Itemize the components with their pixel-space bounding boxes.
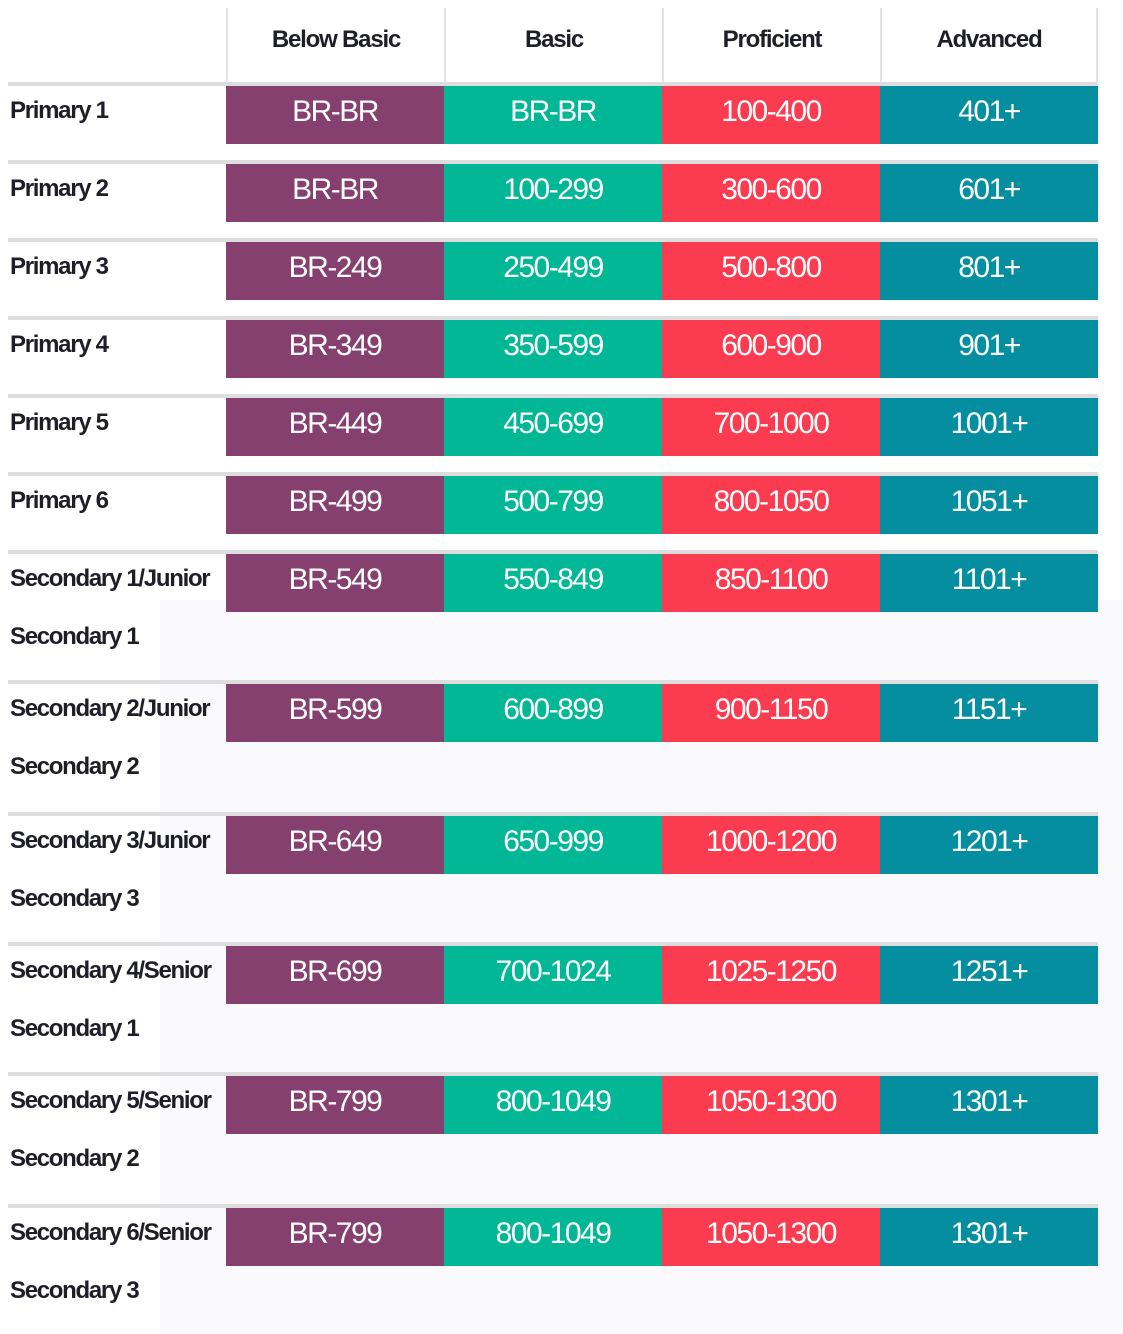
grade-label: Secondary 1/Junior Secondary 1 (10, 565, 211, 650)
row-divider (8, 160, 1098, 164)
row-divider (8, 812, 1098, 816)
lexile-bands: BR-799 800-1049 1050-1300 1301+ (226, 1076, 1098, 1134)
band-proficient: 500-800 (662, 242, 880, 300)
row-divider (8, 472, 1098, 476)
band-basic: 650-999 (444, 816, 662, 874)
table-header: Below Basic Basic Proficient Advanced (226, 8, 1098, 82)
band-below-basic: BR-799 (226, 1208, 444, 1266)
grade-label: Secondary 4/Senior Secondary 1 (10, 957, 212, 1042)
grade-label: Secondary 6/Senior Secondary 3 (10, 1219, 212, 1304)
band-below-basic: BR-499 (226, 476, 444, 534)
lexile-bands: BR-599 600-899 900-1150 1151+ (226, 684, 1098, 742)
grade-label: Primary 5 (10, 409, 109, 436)
grade-label: Secondary 5/Senior Secondary 2 (10, 1087, 212, 1172)
band-basic: BR-BR (444, 86, 662, 144)
band-basic: 100-299 (444, 164, 662, 222)
grade-label: Primary 6 (10, 487, 109, 514)
row-divider (8, 942, 1098, 946)
band-proficient: 600-900 (662, 320, 880, 378)
band-below-basic: BR-449 (226, 398, 444, 456)
grade-label: Secondary 2/Junior Secondary 2 (10, 695, 211, 780)
header-basic: Basic (444, 8, 662, 82)
lexile-bands: BR-BR 100-299 300-600 601+ (226, 164, 1098, 222)
band-advanced: 1101+ (880, 554, 1098, 612)
band-below-basic: BR-249 (226, 242, 444, 300)
band-proficient: 1050-1300 (662, 1208, 880, 1266)
band-proficient: 800-1050 (662, 476, 880, 534)
band-proficient: 900-1150 (662, 684, 880, 742)
band-advanced: 801+ (880, 242, 1098, 300)
band-proficient: 1050-1300 (662, 1076, 880, 1134)
band-advanced: 1301+ (880, 1208, 1098, 1266)
lexile-bands: BR-799 800-1049 1050-1300 1301+ (226, 1208, 1098, 1266)
band-proficient: 300-600 (662, 164, 880, 222)
lexile-bands: BR-BR BR-BR 100-400 401+ (226, 86, 1098, 144)
band-advanced: 1001+ (880, 398, 1098, 456)
band-basic: 450-699 (444, 398, 662, 456)
band-basic: 800-1049 (444, 1076, 662, 1134)
band-below-basic: BR-549 (226, 554, 444, 612)
band-below-basic: BR-599 (226, 684, 444, 742)
band-basic: 350-599 (444, 320, 662, 378)
band-basic: 600-899 (444, 684, 662, 742)
band-advanced: 1201+ (880, 816, 1098, 874)
band-below-basic: BR-349 (226, 320, 444, 378)
lexile-bands: BR-349 350-599 600-900 901+ (226, 320, 1098, 378)
lexile-bands: BR-699 700-1024 1025-1250 1251+ (226, 946, 1098, 1004)
band-advanced: 901+ (880, 320, 1098, 378)
band-advanced: 601+ (880, 164, 1098, 222)
band-advanced: 1301+ (880, 1076, 1098, 1134)
row-divider (8, 1072, 1098, 1076)
band-basic: 550-849 (444, 554, 662, 612)
band-basic: 700-1024 (444, 946, 662, 1004)
grade-label: Primary 1 (10, 97, 109, 124)
grade-label: Primary 2 (10, 175, 109, 202)
band-advanced: 1251+ (880, 946, 1098, 1004)
band-advanced: 401+ (880, 86, 1098, 144)
band-proficient: 1000-1200 (662, 816, 880, 874)
row-divider (8, 550, 1098, 554)
band-below-basic: BR-799 (226, 1076, 444, 1134)
row-divider (8, 1204, 1098, 1208)
row-divider (8, 394, 1098, 398)
band-below-basic: BR-BR (226, 164, 444, 222)
lexile-bands: BR-549 550-849 850-1100 1101+ (226, 554, 1098, 612)
header-advanced: Advanced (880, 8, 1098, 82)
band-proficient: 700-1000 (662, 398, 880, 456)
grade-label: Secondary 3/Junior Secondary 3 (10, 827, 211, 912)
row-divider (8, 680, 1098, 684)
band-proficient: 850-1100 (662, 554, 880, 612)
band-proficient: 100-400 (662, 86, 880, 144)
row-divider (8, 316, 1098, 320)
header-below-basic: Below Basic (226, 8, 444, 82)
grade-label: Primary 3 (10, 253, 109, 280)
band-below-basic: BR-699 (226, 946, 444, 1004)
band-basic: 250-499 (444, 242, 662, 300)
lexile-bands: BR-499 500-799 800-1050 1051+ (226, 476, 1098, 534)
lexile-bands: BR-649 650-999 1000-1200 1201+ (226, 816, 1098, 874)
row-divider (8, 238, 1098, 242)
grade-label: Primary 4 (10, 331, 109, 358)
header-proficient: Proficient (662, 8, 880, 82)
band-below-basic: BR-649 (226, 816, 444, 874)
band-basic: 800-1049 (444, 1208, 662, 1266)
band-basic: 500-799 (444, 476, 662, 534)
band-proficient: 1025-1250 (662, 946, 880, 1004)
band-below-basic: BR-BR (226, 86, 444, 144)
band-advanced: 1051+ (880, 476, 1098, 534)
band-advanced: 1151+ (880, 684, 1098, 742)
lexile-bands: BR-249 250-499 500-800 801+ (226, 242, 1098, 300)
row-divider (8, 82, 1098, 86)
lexile-bands: BR-449 450-699 700-1000 1001+ (226, 398, 1098, 456)
